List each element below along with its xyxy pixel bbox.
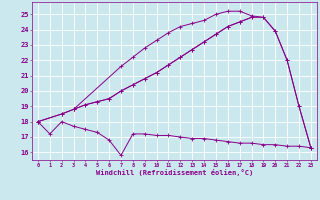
X-axis label: Windchill (Refroidissement éolien,°C): Windchill (Refroidissement éolien,°C) [96,169,253,176]
